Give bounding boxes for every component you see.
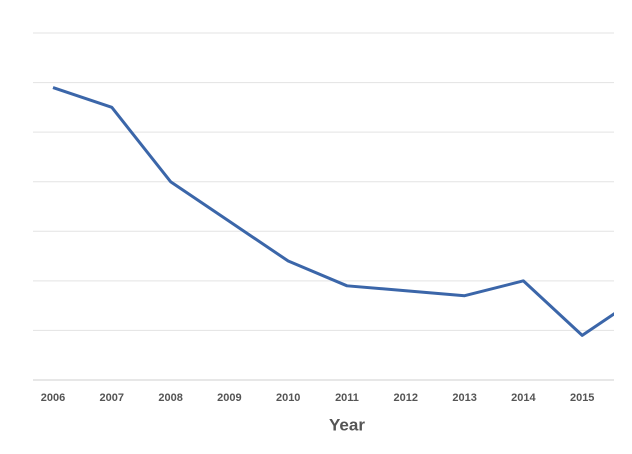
x-tick-label: 2013 bbox=[452, 392, 476, 404]
data-line bbox=[52, 86, 614, 337]
x-tick-label: 2015 bbox=[570, 392, 594, 404]
x-tick-label: 2012 bbox=[394, 392, 418, 404]
x-tick-label: 2009 bbox=[217, 392, 241, 404]
x-tick-label: 2007 bbox=[100, 392, 124, 404]
x-axis-title: Year bbox=[329, 415, 365, 434]
x-tick-label: 2011 bbox=[335, 392, 359, 404]
x-tick-label: 2006 bbox=[41, 392, 65, 404]
x-tick-label: 2008 bbox=[158, 392, 182, 404]
x-tick-label: 2010 bbox=[276, 392, 300, 404]
x-tick-label: 2014 bbox=[511, 392, 536, 404]
